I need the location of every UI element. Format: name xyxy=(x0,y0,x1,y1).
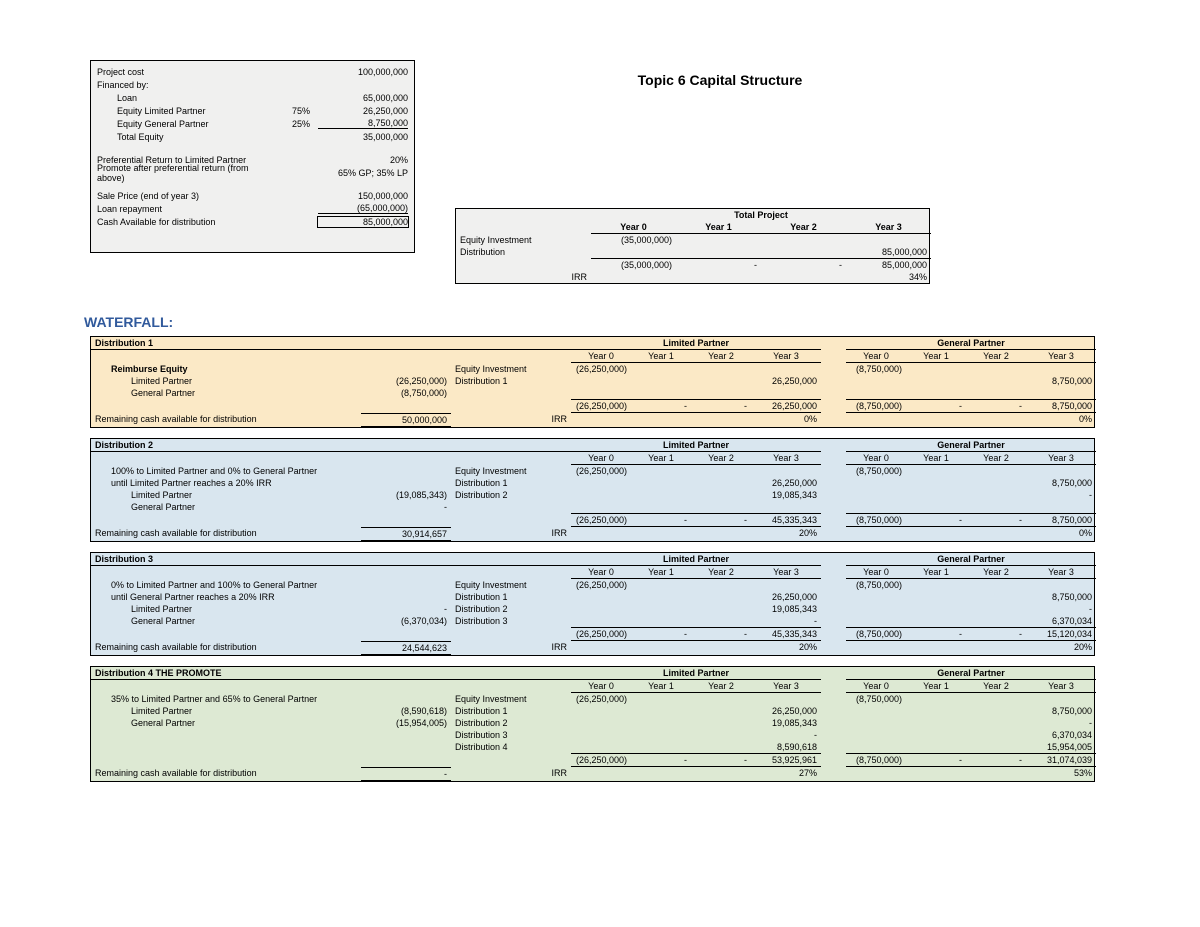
row-loan-repay: Loan repayment xyxy=(97,204,270,214)
row-financed-by: Financed by: xyxy=(97,80,270,90)
row-sale-price: Sale Price (end of year 3) xyxy=(97,191,270,201)
assumptions-box: Project cost100,000,000 Financed by: Loa… xyxy=(90,60,415,253)
waterfall-heading: WATERFALL: xyxy=(84,314,1160,330)
page-title: Topic 6 Capital Structure xyxy=(480,72,960,88)
row-promote: Promote after preferential return (from … xyxy=(97,163,270,183)
row-equity-gp: Equity General Partner xyxy=(97,119,270,129)
row-cash-avail: Cash Available for distribution xyxy=(97,217,270,227)
total-project-box: Total Project Year 0 Year 1 Year 2 Year … xyxy=(455,208,930,284)
row-project-cost: Project cost xyxy=(97,67,270,77)
distribution-block: Distribution 2Limited PartnerGeneral Par… xyxy=(90,438,1095,542)
row-loan: Loan xyxy=(97,93,270,103)
row-total-equity: Total Equity xyxy=(97,132,270,142)
row-equity-lp: Equity Limited Partner xyxy=(97,106,270,116)
distribution-block: Distribution 4 THE PROMOTELimited Partne… xyxy=(90,666,1095,782)
distribution-block: Distribution 3Limited PartnerGeneral Par… xyxy=(90,552,1095,656)
distribution-block: Distribution 1Limited PartnerGeneral Par… xyxy=(90,336,1095,428)
total-project-head: Total Project xyxy=(591,209,931,221)
